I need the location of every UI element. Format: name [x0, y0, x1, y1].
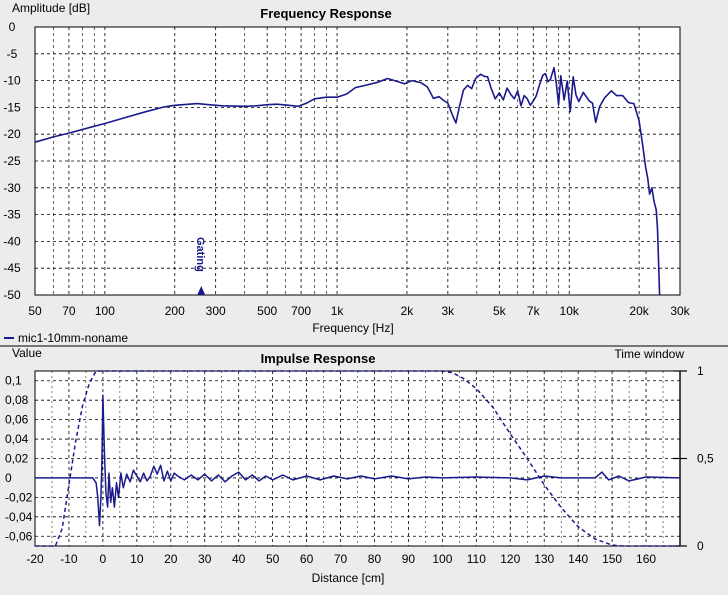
- ir-time-window-line: [35, 370, 680, 547]
- ir-y-tick-label: 0,08: [5, 393, 29, 407]
- ir-x-tick-label: 160: [636, 552, 656, 566]
- ir-x-tick-label: 100: [432, 552, 452, 566]
- fr-y-tick-label: -25: [3, 154, 21, 168]
- ir-x-tick-label: -20: [26, 552, 44, 566]
- fr-chart-title: Frequency Response: [260, 6, 392, 21]
- ir-x-tick-label: 40: [232, 552, 246, 566]
- ir-x-tick-label: 60: [300, 552, 314, 566]
- ir-x-tick-label: 10: [130, 552, 144, 566]
- fr-y-tick-label: -35: [3, 208, 21, 222]
- ir-y-tick-label: 0,02: [5, 452, 29, 466]
- fr-y-tick-label: -5: [7, 47, 18, 61]
- ir-y2-tick-label: 0,5: [697, 452, 714, 466]
- ir-y-tick-label: 0,06: [5, 413, 29, 427]
- ir-y-tick-label: -0,02: [5, 490, 33, 504]
- ir-x-tick-label: 150: [602, 552, 622, 566]
- fr-x-tick-label: 700: [291, 304, 311, 318]
- fr-x-tick-label: 7k: [527, 304, 541, 318]
- ir-y-axis-label: Value: [12, 346, 42, 360]
- fr-x-tick-label: 30k: [670, 304, 690, 318]
- ir-x-tick-label: 140: [568, 552, 588, 566]
- fr-x-tick-label: 1k: [331, 304, 345, 318]
- ir-y-tick-label: -0,06: [5, 529, 33, 543]
- ir-x-tick-label: 0: [100, 552, 107, 566]
- fr-x-tick-label: 5k: [493, 304, 507, 318]
- fr-y-axis-label: Amplitude [dB]: [12, 1, 90, 15]
- ir-x-axis-label: Distance [cm]: [312, 571, 385, 585]
- fr-gating-marker: [197, 286, 206, 295]
- ir-chart-title: Impulse Response: [261, 351, 376, 366]
- fr-plot-area: [35, 27, 680, 295]
- ir-x-tick-label: 70: [334, 552, 348, 566]
- ir-x-tick-label: 130: [534, 552, 554, 566]
- ir-x-tick-label: 110: [467, 552, 486, 566]
- ir-y-tick-label: 0,04: [5, 432, 29, 446]
- ir-y2-tick-label: 1: [697, 364, 704, 378]
- fr-y-tick-label: -50: [3, 288, 21, 302]
- fr-y-tick-label: -30: [3, 181, 21, 195]
- fr-y-tick-label: -15: [3, 100, 21, 114]
- fr-y-tick-label: 0: [9, 20, 16, 34]
- ir-x-tick-label: 120: [500, 552, 520, 566]
- ir-x-tick-label: 80: [368, 552, 382, 566]
- fr-x-tick-label: 100: [95, 304, 115, 318]
- fr-x-tick-label: 500: [257, 304, 277, 318]
- fr-x-tick-label: 200: [165, 304, 185, 318]
- fr-y-tick-label: -20: [3, 127, 21, 141]
- ir-y-tick-label: -0,04: [5, 510, 33, 524]
- fr-y-tick-label: -40: [3, 234, 21, 248]
- fr-x-tick-label: 20k: [629, 304, 649, 318]
- fr-x-tick-label: 50: [28, 304, 42, 318]
- ir-y-tick-label: 0,1: [5, 374, 22, 388]
- fr-x-tick-label: 3k: [441, 304, 455, 318]
- fr-plot-frame: [34, 26, 681, 296]
- fr-legend-entry: mic1-10mm-noname: [18, 331, 128, 345]
- ir-y2-tick-label: 0: [697, 539, 704, 553]
- ir-x-tick-label: 50: [266, 552, 280, 566]
- fr-x-axis-label: Frequency [Hz]: [312, 321, 393, 335]
- fr-series-line: [34, 66, 661, 296]
- fr-y-tick-label: -45: [3, 261, 21, 275]
- ir-y2-axis-label: Time window: [614, 347, 684, 361]
- ir-impulse-line: [35, 394, 681, 527]
- fr-gating-label: Gating: [194, 237, 206, 272]
- ir-x-tick-label: 20: [164, 552, 178, 566]
- ir-x-tick-label: 30: [198, 552, 212, 566]
- ir-x-tick-label: 90: [402, 552, 416, 566]
- fr-x-tick-label: 300: [206, 304, 226, 318]
- ir-y-tick-label: 0: [5, 471, 12, 485]
- fr-x-tick-label: 10k: [560, 304, 580, 318]
- fr-y-tick-label: -10: [3, 74, 21, 88]
- fr-x-tick-label: 70: [62, 304, 76, 318]
- fr-x-tick-label: 2k: [401, 304, 415, 318]
- ir-x-tick-label: -10: [60, 552, 78, 566]
